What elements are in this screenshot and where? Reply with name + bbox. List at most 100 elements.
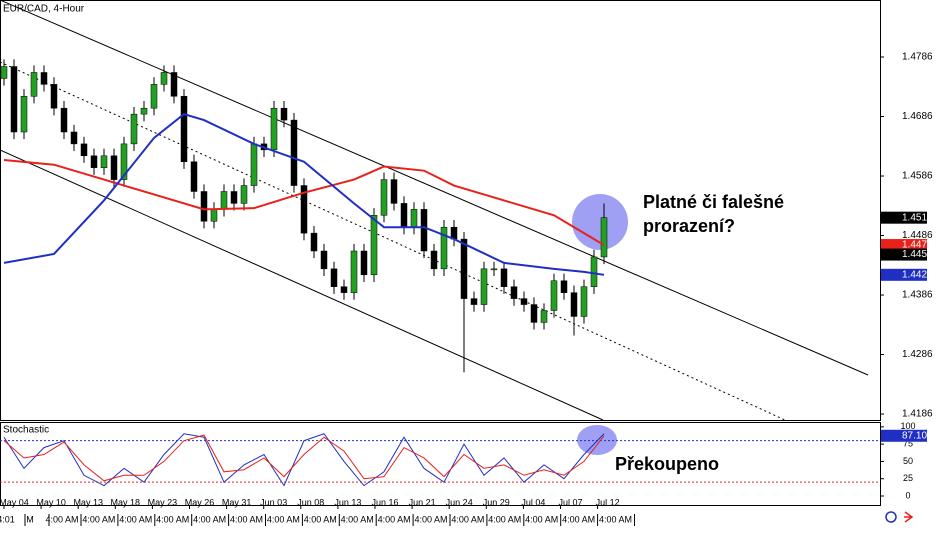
candle-body (310, 232, 318, 252)
candle-body (150, 84, 158, 109)
candle-body (20, 96, 28, 133)
candle-body (10, 66, 18, 133)
price-label-box (881, 211, 927, 224)
candle-body (200, 191, 208, 222)
x-tick-label: May 31 (222, 497, 252, 507)
x-tick-label: Jul 12 (596, 497, 620, 507)
stochastic-line (3, 434, 605, 482)
price-label-box (881, 248, 927, 261)
candle-body (140, 107, 148, 115)
candle-body (590, 256, 598, 287)
x-tick-label: Jun 21 (409, 497, 436, 507)
time-label: 4:00 AM (304, 514, 337, 524)
chart-title: EUR/CAD, 4-Hour (3, 4, 85, 15)
candle-body (130, 113, 138, 145)
moving-average (3, 113, 605, 276)
stochastic-line (3, 433, 605, 487)
highlight-circle (577, 425, 617, 455)
candle-body (210, 209, 218, 222)
candle-body (90, 155, 98, 168)
price-panel (0, 0, 881, 421)
candle-body (440, 226, 448, 270)
price-label-box (881, 239, 927, 252)
channel-lower (0, 149, 604, 421)
y-tick-label: 75 (903, 439, 913, 449)
time-label: M (26, 514, 34, 524)
candle-body (300, 185, 308, 234)
candle-body (340, 286, 348, 293)
price-label: 1.4454 (902, 249, 933, 260)
time-label: 4:00 AM (267, 514, 300, 524)
candle-body (550, 280, 558, 311)
time-label: 4:00 AM (193, 514, 226, 524)
candle-body (230, 191, 238, 204)
time-label: 4:00 AM (45, 514, 78, 524)
candle-body (330, 268, 338, 287)
y-tick-label: 1.4386 (902, 290, 933, 301)
icon[interactable] (904, 511, 914, 523)
candle-body (240, 185, 248, 204)
candle-body (40, 72, 48, 85)
candle-body (320, 250, 328, 270)
toolbar-icons[interactable] (885, 511, 914, 523)
y-tick-label: 0 (905, 490, 910, 500)
x-tick-label: May 10 (36, 497, 66, 507)
candle-body (500, 268, 508, 287)
time-label: 4:01 (0, 514, 15, 524)
annotation: prorazení? (643, 216, 735, 236)
candle-body (60, 107, 68, 133)
time-label: 4:00 AM (599, 514, 632, 524)
stochastic-panel (0, 422, 881, 506)
candle-body (160, 72, 168, 85)
y-tick-label: 1.4486 (902, 230, 933, 241)
candle-body (360, 250, 368, 276)
candle-body (250, 143, 258, 186)
current-label-box (881, 429, 927, 442)
x-tick-label: May 04 (0, 497, 29, 507)
candle-body (520, 298, 528, 305)
price-label-box (881, 268, 927, 281)
icon[interactable] (885, 511, 897, 523)
candle-body (50, 84, 58, 109)
candle-body (30, 72, 38, 97)
candle-body (180, 96, 188, 162)
candle-body (460, 238, 468, 299)
y-tick-label: 100 (900, 421, 915, 431)
candle-body (190, 161, 198, 192)
moving-average (3, 158, 605, 246)
time-label: 4:00 AM (119, 514, 152, 524)
candle-body (220, 191, 228, 210)
y-tick-label: 1.4786 (902, 52, 933, 63)
candle-body (580, 286, 588, 317)
time-label: 4:00 AM (488, 514, 521, 524)
y-tick-label: 1.4186 (902, 409, 933, 420)
candle-body (370, 215, 378, 276)
x-tick-label: Jun 16 (371, 497, 398, 507)
candle-body (170, 72, 178, 97)
candle-body (390, 179, 398, 204)
time-label: 4:00 AM (562, 514, 595, 524)
x-tick-label: Jul 04 (521, 497, 545, 507)
x-tick-label: May 18 (111, 497, 141, 507)
time-label: 4:00 AM (451, 514, 484, 524)
x-tick-label: Jun 03 (260, 497, 287, 507)
candle-body (270, 107, 278, 151)
candle-body (600, 217, 608, 258)
indicator-title: Stochastic (3, 425, 49, 436)
candle-body (280, 107, 288, 121)
candle-body (350, 250, 358, 293)
time-label: 4:00 AM (230, 514, 263, 524)
price-label: 1.4420 (902, 269, 933, 280)
candle-body (480, 268, 488, 305)
candle-body (290, 119, 298, 186)
candle-body (510, 286, 518, 299)
time-label: 4:00 AM (414, 514, 447, 524)
x-tick-label: May 23 (148, 497, 178, 507)
y-tick-label: 25 (903, 473, 913, 483)
candle-body (0, 66, 8, 79)
x-tick-label: Jul 07 (558, 497, 582, 507)
candle-body (470, 298, 478, 305)
x-tick-label: Jun 08 (297, 497, 324, 507)
candle-body (110, 155, 118, 180)
